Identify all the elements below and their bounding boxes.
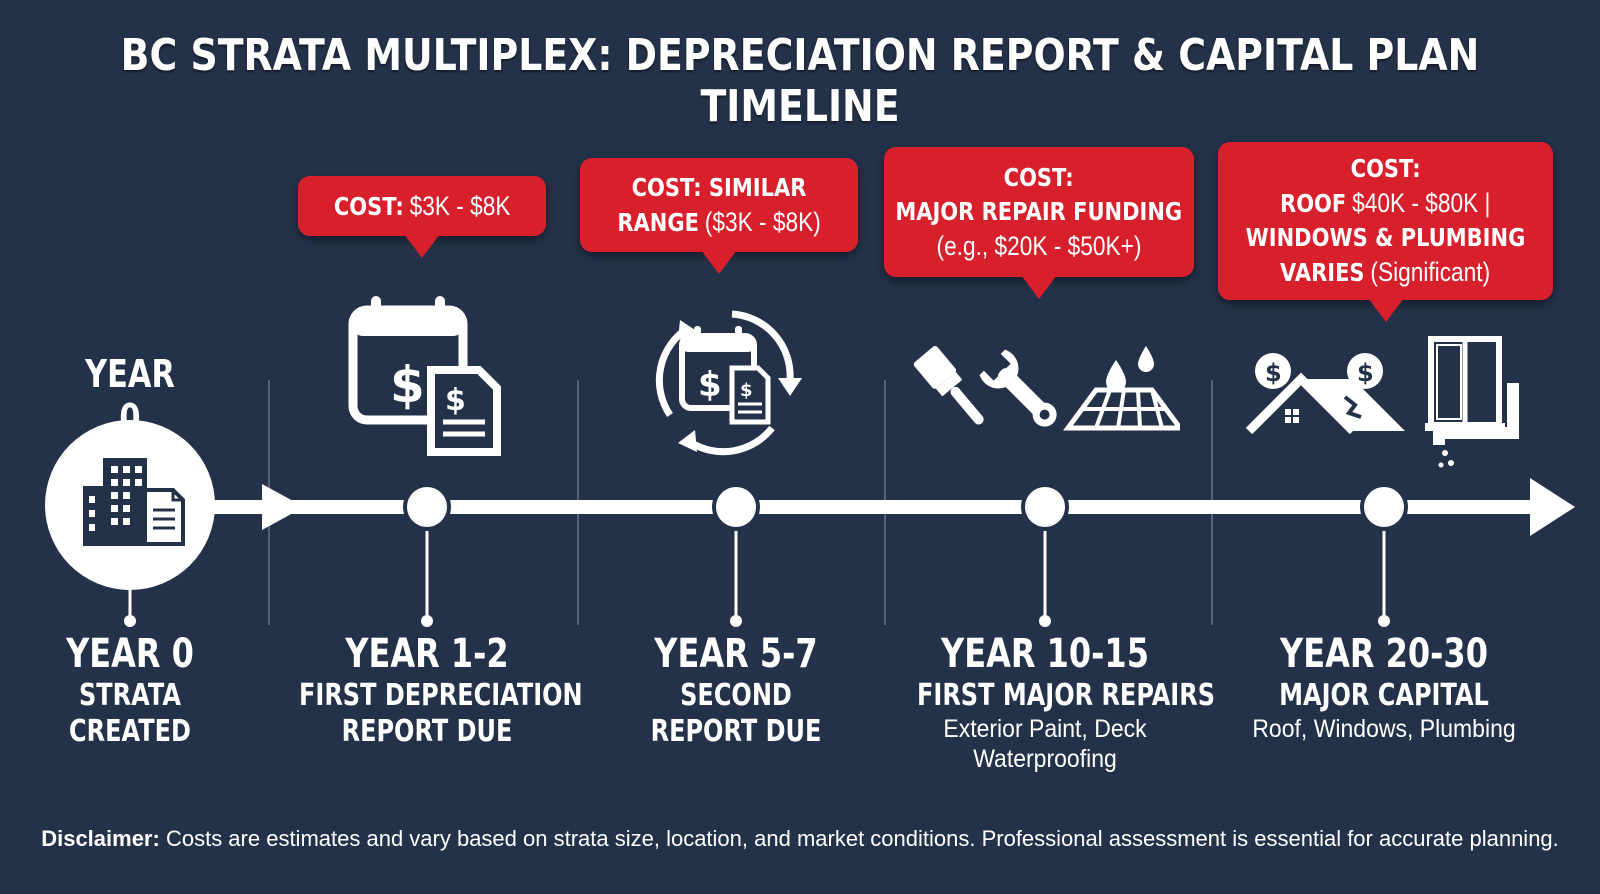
end-arrow-icon <box>1530 478 1575 536</box>
connector-dot <box>1039 615 1051 627</box>
start-year-label: YEAR 0 <box>85 352 175 440</box>
svg-text:$: $ <box>390 356 425 414</box>
milestone-year-5-7: YEAR 5-7 SECOND REPORT DUE <box>650 631 822 749</box>
roof-window-plumbing-icon: $ $ <box>1245 336 1519 468</box>
connector-dot <box>1378 615 1390 627</box>
svg-text:$: $ <box>1265 359 1282 387</box>
timeline-line <box>200 500 1540 514</box>
timeline-node <box>1021 483 1069 531</box>
cost-callout-2: COST: SIMILAR RANGE ($3K - $8K) <box>580 158 858 274</box>
disclaimer: Disclaimer: Costs are estimates and vary… <box>0 826 1600 852</box>
cost-callout-4: COST: ROOF $40K - $80K | WINDOWS & PLUMB… <box>1218 142 1553 322</box>
milestone-year-1-2: YEAR 1-2 FIRST DEPRECIATION REPORT DUE <box>299 631 583 749</box>
milestone-year-20-30: YEAR 20-30 MAJOR CAPITAL Roof, Windows, … <box>1252 631 1516 743</box>
start-arrow-icon <box>262 484 304 530</box>
recurring-calendar-dollar-icon: $ $ <box>655 310 802 456</box>
timeline-node <box>1360 483 1408 531</box>
milestone-year-10-15: YEAR 10-15 FIRST MAJOR REPAIRS Exterior … <box>917 631 1215 773</box>
cost-callout-1: COST: $3K - $8K <box>298 176 546 258</box>
svg-text:$: $ <box>740 380 753 401</box>
connector-dot <box>730 615 742 627</box>
page-title: BC STRATA MULTIPLEX: DEPRECIATION REPORT… <box>120 30 1480 132</box>
timeline-node <box>712 483 760 531</box>
disclaimer-text: Costs are estimates and vary based on st… <box>165 826 1559 851</box>
milestone-year-0: YEAR 0 STRATA CREATED <box>66 631 194 749</box>
disclaimer-label: Disclaimer: <box>41 826 160 851</box>
connector-dot <box>421 615 433 627</box>
svg-text:$: $ <box>1357 359 1374 387</box>
building-document-icon <box>83 458 185 546</box>
svg-text:$: $ <box>698 365 722 405</box>
svg-text:$: $ <box>445 383 466 418</box>
timeline-node <box>403 483 451 531</box>
cost-callout-3: COST: MAJOR REPAIR FUNDING (e.g., $20K -… <box>884 147 1194 299</box>
paintbrush-wrench-deck-icon <box>913 345 1180 431</box>
calendar-dollar-document-icon: $ $ <box>348 296 501 456</box>
connector-dot <box>124 615 136 627</box>
